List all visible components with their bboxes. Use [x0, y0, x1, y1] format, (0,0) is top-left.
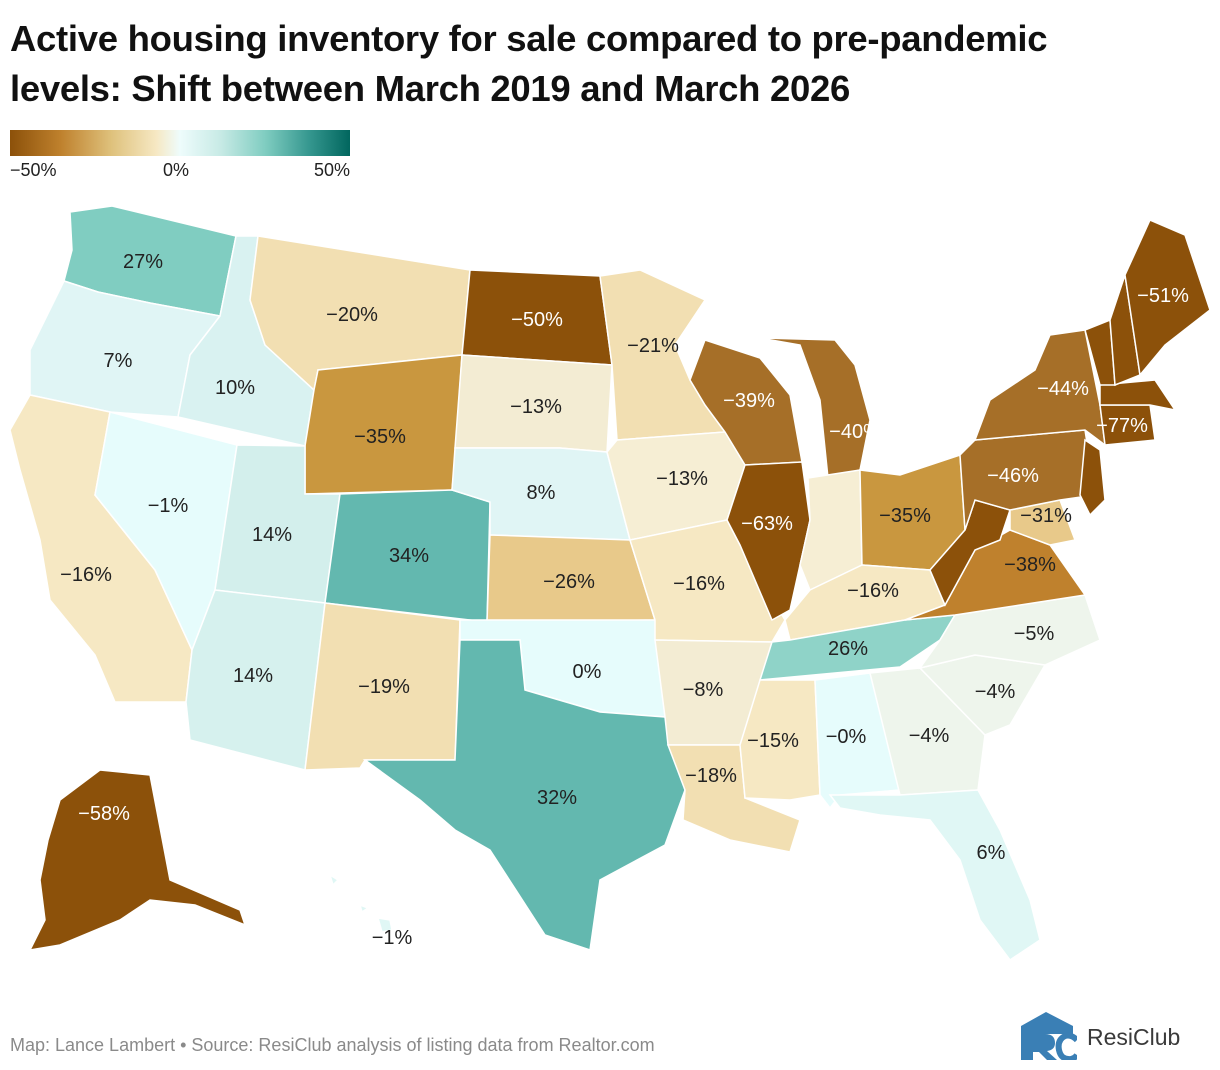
title-line-1: Active housing inventory for sale compar…: [10, 18, 1048, 59]
label-ID: 10%: [215, 377, 255, 399]
label-OK: 0%: [573, 661, 602, 683]
state-GA[interactable]: [869, 667, 986, 796]
map-title: Active housing inventory for sale compar…: [10, 14, 1215, 114]
state-FL[interactable]: [828, 789, 1041, 962]
label-OH: −35%: [879, 505, 931, 527]
label-MT: −20%: [326, 304, 378, 326]
legend-min-label: −50%: [10, 160, 57, 180]
brand-name: ResiClub: [1087, 1024, 1181, 1050]
label-WA: 27%: [123, 251, 163, 273]
state-NJ[interactable]: [1079, 438, 1106, 517]
label-WI: −39%: [723, 390, 775, 412]
title-line-2: levels: Shift between March 2019 and Mar…: [10, 68, 850, 109]
label-LA: −18%: [685, 765, 737, 787]
label-MI: −40%: [829, 421, 881, 443]
state-ME[interactable]: [1124, 219, 1211, 377]
resiclub-logo: ResiClub: [1015, 1012, 1215, 1063]
label-MO: −16%: [673, 573, 725, 595]
label-NY: −44%: [1037, 378, 1089, 400]
label-NC: −5%: [1014, 623, 1055, 645]
state-IL[interactable]: [726, 461, 811, 622]
label-SD: −13%: [510, 396, 562, 418]
label-NM: −19%: [358, 676, 410, 698]
label-OR: 7%: [104, 350, 133, 372]
legend-ticks: −50% 0% 50%: [10, 156, 350, 182]
label-CA: −16%: [60, 564, 112, 586]
label-KS: −26%: [543, 571, 595, 593]
label-PA: −46%: [987, 465, 1039, 487]
state-AK[interactable]: [28, 769, 247, 951]
label-HI: −1%: [372, 927, 413, 949]
legend-gradient-bar: [10, 130, 350, 156]
label-ND: −50%: [511, 309, 563, 331]
legend-max-label: 50%: [313, 160, 350, 180]
label-AZ: 14%: [233, 665, 273, 687]
label-CT: −77%: [1096, 415, 1148, 437]
label-AR: −8%: [683, 679, 724, 701]
label-VA: −38%: [1004, 554, 1056, 576]
label-KY: −16%: [847, 580, 899, 602]
label-NE: 8%: [527, 482, 556, 504]
label-WY: −35%: [354, 426, 406, 448]
color-legend: −50% 0% 50%: [10, 130, 350, 182]
label-FL: 6%: [977, 842, 1006, 864]
label-TN: 26%: [828, 638, 868, 660]
state-WY[interactable]: [304, 354, 463, 495]
us-state-map: 27% 7% −16% 10% −1% −20% −35% 14% 14% 34…: [9, 205, 1211, 962]
state-TX[interactable]: [362, 639, 686, 951]
label-IL: −63%: [741, 513, 793, 535]
state-NC[interactable]: [918, 594, 1101, 670]
legend-mid-label: 0%: [163, 160, 190, 180]
label-AL: −0%: [826, 726, 867, 748]
label-MS: −15%: [747, 730, 799, 752]
label-UT: 14%: [252, 524, 292, 546]
label-GA: −4%: [909, 725, 950, 747]
resiclub-logo-icon: [1021, 1012, 1080, 1063]
state-labels: 27% 7% −16% 10% −1% −20% −35% 14% 14% 34…: [60, 251, 1189, 949]
label-AK: −58%: [78, 803, 130, 825]
label-SC: −4%: [975, 681, 1016, 703]
label-CO: 34%: [389, 545, 429, 567]
label-IA: −13%: [656, 468, 708, 490]
state-HI[interactable]: [328, 873, 393, 933]
state-MA[interactable]: [1099, 379, 1177, 412]
label-NV: −1%: [148, 495, 189, 517]
label-ME: −51%: [1137, 285, 1189, 307]
label-TX: 32%: [537, 787, 577, 809]
label-MN: −21%: [627, 335, 679, 357]
label-MD: −31%: [1020, 505, 1072, 527]
source-footnote: Map: Lance Lambert • Source: ResiClub an…: [10, 1035, 655, 1055]
